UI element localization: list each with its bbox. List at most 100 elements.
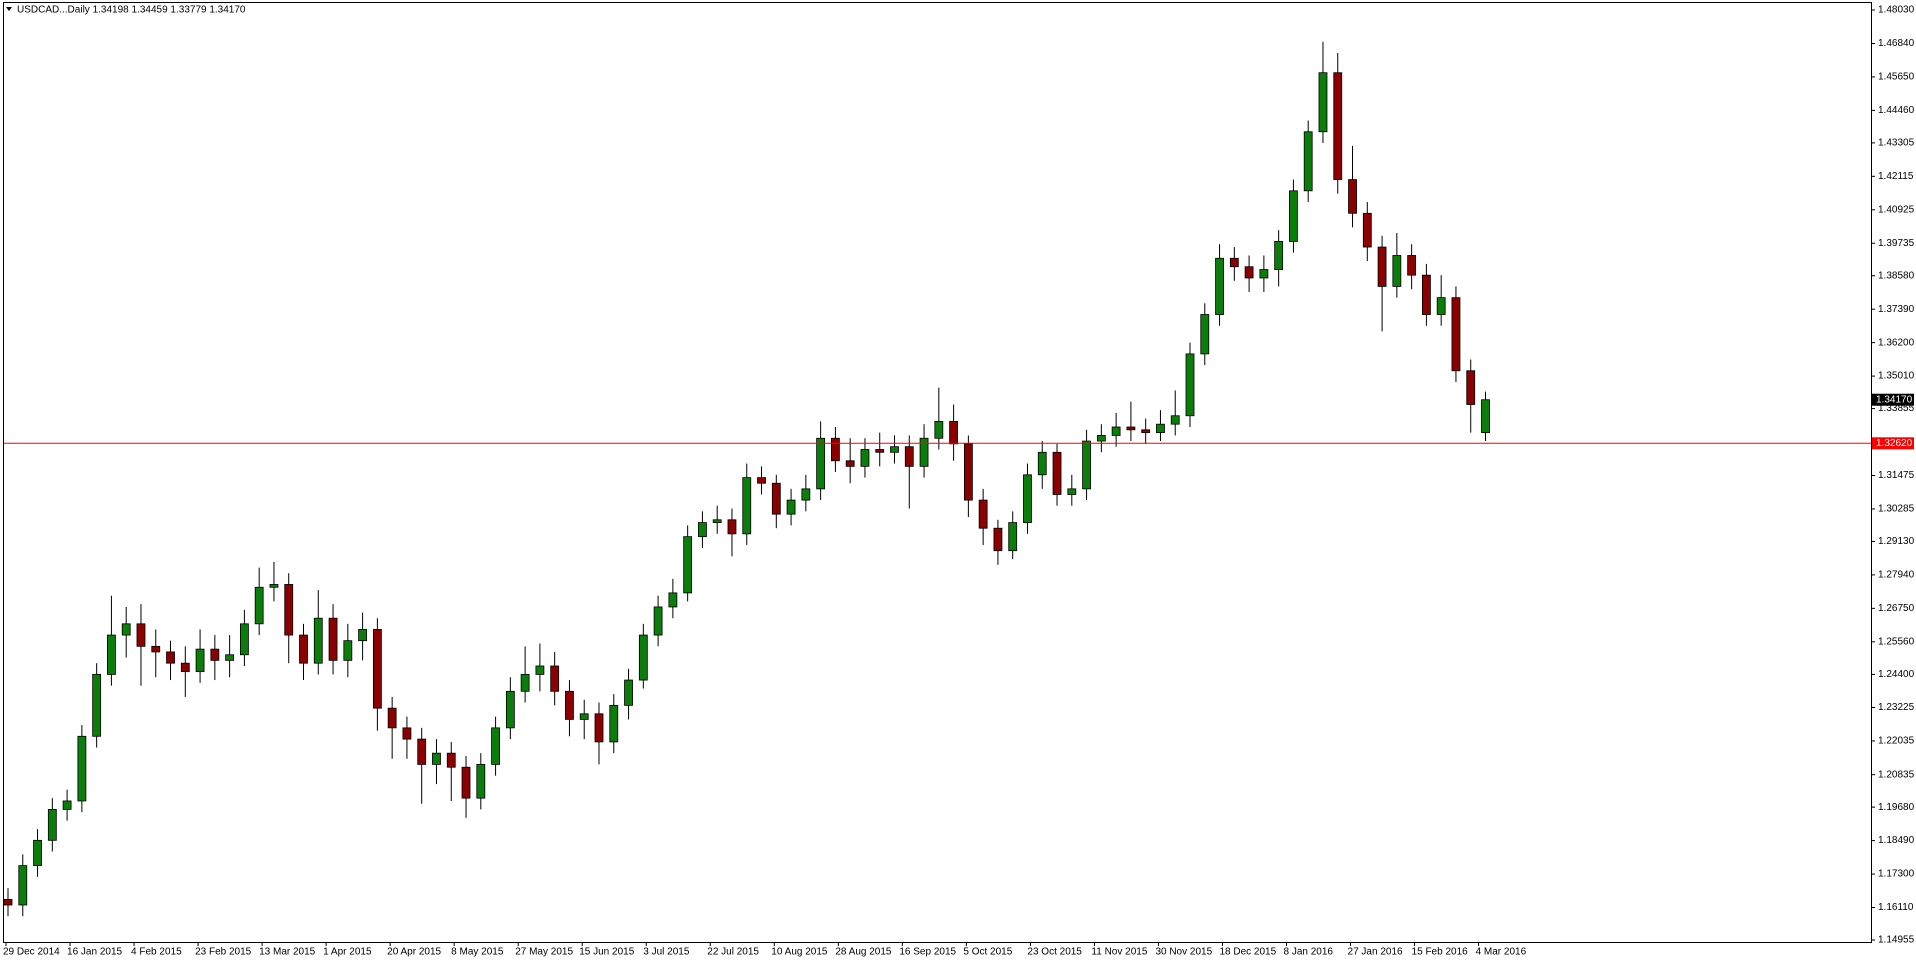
x-tick-label: 16 Sep 2015 — [899, 947, 956, 958]
candle-body — [668, 592, 678, 608]
last-price-box — [1872, 393, 1914, 406]
y-tick-label: 1.33855 — [1878, 403, 1915, 414]
candle-body — [1200, 314, 1210, 355]
candle-body — [1407, 255, 1417, 276]
candle-body — [638, 634, 648, 681]
y-tick-label: 1.36200 — [1878, 337, 1915, 348]
y-tick-label: 1.42115 — [1878, 171, 1914, 182]
candle-body — [742, 477, 752, 535]
candle-body — [1259, 269, 1269, 279]
level-label: 1.32620 — [1876, 438, 1913, 449]
candle-body — [239, 623, 249, 656]
candle-body — [461, 766, 471, 799]
candle-body — [476, 764, 486, 799]
candle-body — [92, 674, 102, 737]
candle-body — [1362, 212, 1372, 248]
y-tick-label: 1.16110 — [1878, 902, 1914, 913]
candle-body — [934, 420, 944, 439]
candle-body — [1451, 297, 1461, 372]
candle-body — [18, 865, 28, 906]
candle-body — [1392, 255, 1402, 287]
y-tick-label: 1.19680 — [1878, 802, 1915, 813]
candle-body — [1333, 72, 1343, 180]
candle-body — [328, 617, 338, 661]
candle-body — [343, 640, 353, 661]
candle-body — [653, 606, 663, 636]
x-tick-label: 4 Feb 2015 — [131, 947, 182, 958]
y-tick-label: 1.39735 — [1878, 238, 1915, 249]
last-price-label: 1.34170 — [1876, 394, 1913, 405]
candle-body — [978, 499, 988, 529]
x-tick-label: 16 Jan 2015 — [67, 947, 122, 958]
candle-body — [3, 898, 13, 906]
x-tick-label: 15 Jun 2015 — [579, 947, 634, 958]
menu-arrow[interactable] — [6, 7, 12, 11]
candle-body — [33, 839, 42, 867]
chart-title: USDCAD...Daily 1.34198 1.34459 1.33779 1… — [17, 5, 246, 16]
candle-body — [136, 623, 146, 647]
x-tick-label: 5 Oct 2015 — [963, 947, 1012, 958]
candle-body — [151, 645, 161, 653]
y-tick-label: 1.18490 — [1878, 835, 1915, 846]
y-tick-label: 1.46840 — [1878, 38, 1915, 49]
x-tick-label: 22 Jul 2015 — [707, 947, 759, 958]
candle-body — [121, 623, 131, 636]
candle-body — [269, 584, 279, 588]
x-tick-label: 28 Aug 2015 — [835, 947, 892, 958]
candle-body — [402, 727, 412, 740]
candle-body — [1037, 451, 1047, 476]
candle-body — [1126, 426, 1136, 431]
candle-body — [963, 443, 973, 501]
x-tick-label: 18 Dec 2015 — [1219, 947, 1276, 958]
candle-body — [845, 460, 855, 467]
candle-body — [816, 437, 826, 490]
candle-body — [801, 488, 811, 501]
x-tick-label: 8 May 2015 — [451, 947, 504, 958]
x-tick-label: 23 Feb 2015 — [195, 947, 252, 958]
candle-body — [372, 629, 382, 709]
y-tick-label: 1.40925 — [1878, 204, 1915, 215]
y-tick-label: 1.24400 — [1878, 669, 1915, 680]
x-tick-label: 13 Mar 2015 — [259, 947, 316, 958]
y-tick-label: 1.43305 — [1878, 138, 1915, 149]
candle-body — [77, 735, 87, 802]
y-tick-label: 1.37390 — [1878, 304, 1915, 315]
candle-body — [284, 584, 294, 636]
candle-body — [698, 522, 707, 538]
candle-body — [1244, 266, 1254, 279]
x-tick-label: 30 Nov 2015 — [1155, 947, 1212, 958]
candle-body — [1008, 522, 1018, 552]
candle-body — [1303, 131, 1313, 192]
candle-body — [535, 665, 545, 675]
candle-body — [860, 449, 870, 467]
candle-body — [624, 679, 633, 706]
candle-body — [387, 707, 397, 729]
candle-body — [831, 437, 840, 462]
candle-body — [1466, 370, 1476, 405]
candle-body — [579, 713, 589, 720]
candle-body — [727, 519, 737, 535]
y-tick-label: 1.17300 — [1878, 869, 1915, 880]
candle-body — [225, 654, 235, 661]
y-tick-label: 1.31475 — [1878, 470, 1915, 481]
candle-body — [1318, 72, 1328, 133]
candle-body — [520, 674, 530, 692]
candle-body — [1481, 399, 1490, 434]
candle-body — [1141, 429, 1151, 434]
candle-body — [890, 446, 899, 453]
x-tick-label: 23 Oct 2015 — [1027, 947, 1082, 958]
candle-body — [47, 808, 57, 841]
candle-body — [875, 449, 885, 453]
candle-body — [1215, 257, 1224, 315]
candle-body — [432, 752, 441, 765]
candle-body — [195, 648, 205, 673]
x-tick-label: 8 Jan 2016 — [1284, 947, 1334, 958]
y-tick-label: 1.29130 — [1878, 536, 1915, 547]
candle-body — [565, 690, 574, 720]
candle-body — [210, 648, 220, 661]
candle-body — [1229, 257, 1239, 268]
candle-body — [491, 727, 500, 765]
x-tick-label: 15 Feb 2016 — [1412, 947, 1469, 958]
y-tick-label: 1.30285 — [1878, 504, 1915, 515]
